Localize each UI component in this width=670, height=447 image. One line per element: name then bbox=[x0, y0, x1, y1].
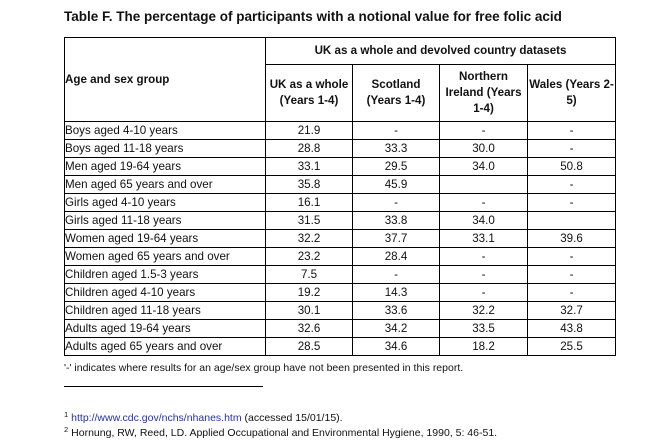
dataset-group-header: UK as a whole and devolved country datas… bbox=[264, 37, 617, 65]
table-cell: 29.5 bbox=[352, 157, 440, 176]
footnote-1: 1 http://www.cdc.gov/nchs/nhanes.htm (acc… bbox=[64, 410, 343, 424]
table-cell: 33.1 bbox=[439, 229, 528, 248]
table-row: Children aged 1.5-3 years 7.5- - - bbox=[64, 265, 617, 284]
table-cell: 33.5 bbox=[439, 319, 528, 338]
table-cell: 28.8 bbox=[265, 139, 353, 158]
table-cell: 34.0 bbox=[439, 157, 528, 176]
row-label: Men aged 65 years and over bbox=[64, 175, 266, 194]
table-row: Children aged 11-18 years 30.1 33.6 32.2 32.… bbox=[64, 301, 617, 320]
table-cell: - bbox=[526, 139, 617, 158]
row-label: Women aged 65 years and over bbox=[64, 247, 266, 266]
table-cell: 14.3 bbox=[352, 283, 440, 302]
table-row: Boys aged 11-18 years 28.8 33.3 30.0- bbox=[64, 139, 617, 158]
footnote-1-marker: 1 bbox=[64, 410, 69, 419]
table-cell: 30.1 bbox=[265, 301, 353, 320]
table-cell: - bbox=[526, 283, 617, 302]
row-label: Boys aged 11-18 years bbox=[64, 139, 266, 158]
column-header-scotland: Scotland (Years 1-4) bbox=[352, 64, 440, 122]
table-cell bbox=[526, 211, 617, 230]
table-cell: - bbox=[439, 265, 528, 284]
table-cell: 32.2 bbox=[265, 229, 353, 248]
table-cell: - bbox=[352, 265, 440, 284]
footnote-divider bbox=[64, 386, 263, 387]
table-cell: 33.8 bbox=[352, 211, 440, 230]
table-cell: - bbox=[526, 193, 617, 212]
footnote-1-text: (accessed 15/01/15). bbox=[241, 412, 343, 424]
table-cell: 7.5 bbox=[265, 265, 353, 284]
table-cell: 30.0 bbox=[439, 139, 528, 158]
table-cell: 34.6 bbox=[352, 337, 440, 356]
table-cell: 21.9 bbox=[265, 121, 353, 140]
table-cell: 18.2 bbox=[439, 337, 528, 356]
table-title: Table F. The percentage of participants … bbox=[64, 9, 562, 24]
table-cell: - bbox=[526, 265, 617, 284]
row-label: Adults aged 65 years and over bbox=[64, 337, 266, 356]
table-cell: - bbox=[439, 247, 528, 266]
footnote-2: 2 Hornung, RW, Reed, LD. Applied Occupati… bbox=[64, 425, 497, 439]
table-cell: 28.4 bbox=[352, 247, 440, 266]
footnote-1-link[interactable]: http://www.cdc.gov/nchs/nhanes.htm bbox=[71, 412, 242, 424]
table-cell: 32.7 bbox=[526, 301, 617, 320]
table-row: Girls aged 11-18 years 31.5 33.8 34.0 bbox=[64, 211, 617, 230]
table-cell: 35.8 bbox=[265, 175, 353, 194]
table-row: Women aged 65 years and over 23.2 28.4- - bbox=[64, 247, 617, 266]
table-cell: 25.5 bbox=[526, 337, 617, 356]
table-cell: - bbox=[526, 247, 617, 266]
table-cell: 23.2 bbox=[265, 247, 353, 266]
row-label: Children aged 4-10 years bbox=[64, 283, 266, 302]
table-cell: 33.6 bbox=[352, 301, 440, 320]
table-cell: - bbox=[526, 121, 617, 140]
table-cell: - bbox=[526, 175, 617, 194]
row-label: Boys aged 4-10 years bbox=[64, 121, 266, 140]
table-cell: 32.6 bbox=[265, 319, 353, 338]
table-cell: 39.6 bbox=[526, 229, 617, 248]
table-cell: 45.9 bbox=[352, 175, 440, 194]
table-cell: 34.0 bbox=[439, 211, 528, 230]
age-sex-group-header: Age and sex group bbox=[64, 37, 266, 122]
table-row: Children aged 4-10 years 19.2 14.3- - bbox=[64, 283, 617, 302]
table-cell: 43.8 bbox=[526, 319, 617, 338]
table-cell: - bbox=[352, 193, 440, 212]
table-cell: - bbox=[439, 121, 528, 140]
table-row: Women aged 19-64 years 32.2 37.7 33.1 39.6 bbox=[64, 229, 617, 248]
table-cell: - bbox=[439, 193, 528, 212]
table-cell: - bbox=[439, 283, 528, 302]
footnote-2-marker: 2 bbox=[64, 425, 69, 434]
table-cell: 28.5 bbox=[265, 337, 353, 356]
table-cell: - bbox=[352, 121, 440, 140]
table-row: Boys aged 4-10 years 21.9- - - bbox=[64, 121, 617, 140]
row-label: Girls aged 4-10 years bbox=[64, 193, 266, 212]
table-row: Men aged 19-64 years 33.1 29.5 34.0 50.8 bbox=[64, 157, 617, 176]
table-cell: 37.7 bbox=[352, 229, 440, 248]
column-header-wales: Wales (Years 2-5) bbox=[526, 64, 617, 122]
table-cell: 16.1 bbox=[265, 193, 353, 212]
table-cell: 31.5 bbox=[265, 211, 353, 230]
table-cell bbox=[439, 175, 528, 194]
column-header-uk: UK as a whole (Years 1-4) bbox=[265, 64, 353, 122]
row-label: Children aged 11-18 years bbox=[64, 301, 266, 320]
footnote-2-text: Hornung, RW, Reed, LD. Applied Occupatio… bbox=[71, 427, 498, 439]
table-cell: 34.2 bbox=[352, 319, 440, 338]
row-label: Adults aged 19-64 years bbox=[64, 319, 266, 338]
table-row: Men aged 65 years and over 35.8 45.9 - bbox=[64, 175, 617, 194]
folic-acid-table: Age and sex group UK as a whole and devo… bbox=[64, 37, 617, 356]
row-label: Women aged 19-64 years bbox=[64, 229, 266, 248]
table-row: Girls aged 4-10 years 16.1- - - bbox=[64, 193, 617, 212]
table-body: Boys aged 4-10 years 21.9- - - Boys aged 11-… bbox=[64, 121, 617, 356]
row-label: Girls aged 11-18 years bbox=[64, 211, 266, 230]
table-row: Adults aged 65 years and over 28.5 34.6 18.… bbox=[64, 337, 617, 356]
column-header-northern-ireland: Northern Ireland (Years 1-4) bbox=[439, 64, 528, 122]
row-label: Children aged 1.5-3 years bbox=[64, 265, 266, 284]
table-cell: 33.3 bbox=[352, 139, 440, 158]
table-cell: 19.2 bbox=[265, 283, 353, 302]
table-row: Adults aged 19-64 years 32.6 34.2 33.5 43.8 bbox=[64, 319, 617, 338]
table-note: '-' indicates where results for an age/s… bbox=[64, 362, 464, 374]
row-label: Men aged 19-64 years bbox=[64, 157, 266, 176]
table-cell: 32.2 bbox=[439, 301, 528, 320]
table-cell: 50.8 bbox=[526, 157, 617, 176]
table-cell: 33.1 bbox=[265, 157, 353, 176]
